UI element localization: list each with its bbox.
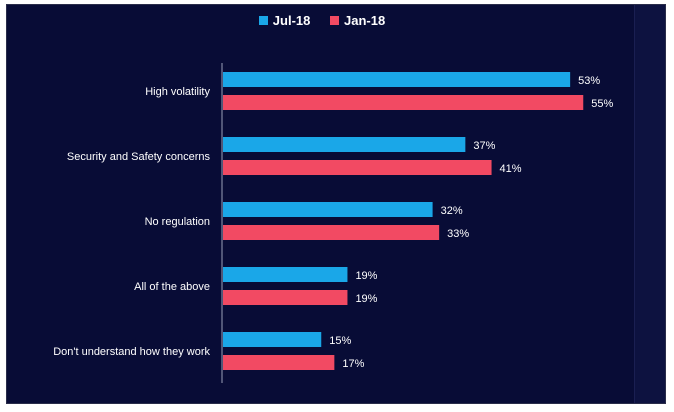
value-label-jul-18-high-volatility: 53% [578, 75, 600, 87]
bar-jan-18-security-and-safety-concerns [223, 160, 492, 175]
legend-item-jan-18: Jan-18 [330, 13, 385, 28]
category-label-don-t-understand-how-they-work: Don't understand how they work [53, 346, 210, 358]
legend-label-jan-18: Jan-18 [344, 13, 386, 28]
legend-item-jul-18: Jul-18 [258, 13, 311, 28]
category-label-all-of-the-above: All of the above [134, 281, 210, 293]
value-label-jul-18-all-of-the-above: 19% [355, 270, 377, 282]
legend-label-jul-18: Jul-18 [272, 13, 311, 28]
bar-jan-18-don-t-understand-how-they-work [223, 355, 335, 370]
value-label-jul-18-don-t-understand-how-they-work: 15% [329, 335, 351, 347]
legend: Jul-18 Jan-18 [7, 13, 637, 28]
bar-jul-18-no-regulation [223, 202, 433, 217]
value-label-jan-18-high-volatility: 55% [591, 98, 613, 110]
value-label-jan-18-no-regulation: 33% [447, 228, 469, 240]
value-label-jan-18-all-of-the-above: 19% [355, 293, 377, 305]
category-label-high-volatility: High volatility [145, 86, 210, 98]
value-label-jan-18-don-t-understand-how-they-work: 17% [342, 358, 364, 370]
value-label-jul-18-no-regulation: 32% [441, 205, 463, 217]
legend-swatch-jan-18 [330, 16, 339, 25]
value-label-jan-18-security-and-safety-concerns: 41% [500, 163, 522, 175]
value-label-jul-18-security-and-safety-concerns: 37% [473, 140, 495, 152]
bar-jan-18-high-volatility [223, 95, 584, 110]
bar-chart: High volatility 53% 55% Security and Safety… [53, 63, 613, 383]
bar-jul-18-don-t-understand-how-they-work [223, 332, 322, 347]
chart-frame: Jul-18 Jan-18 High volatility 53% 55% Secur… [6, 4, 666, 404]
side-strip [634, 5, 665, 403]
bar-jul-18-security-and-safety-concerns [223, 137, 466, 152]
category-label-security-and-safety-concerns: Security and Safety concerns [67, 151, 211, 163]
category-label-no-regulation: No regulation [145, 216, 210, 228]
legend-swatch-jul-18 [258, 16, 268, 25]
bar-jan-18-all-of-the-above [223, 290, 348, 305]
bar-jul-18-all-of-the-above [223, 267, 348, 282]
bar-jul-18-high-volatility [223, 72, 571, 87]
bar-jan-18-no-regulation [223, 225, 440, 240]
